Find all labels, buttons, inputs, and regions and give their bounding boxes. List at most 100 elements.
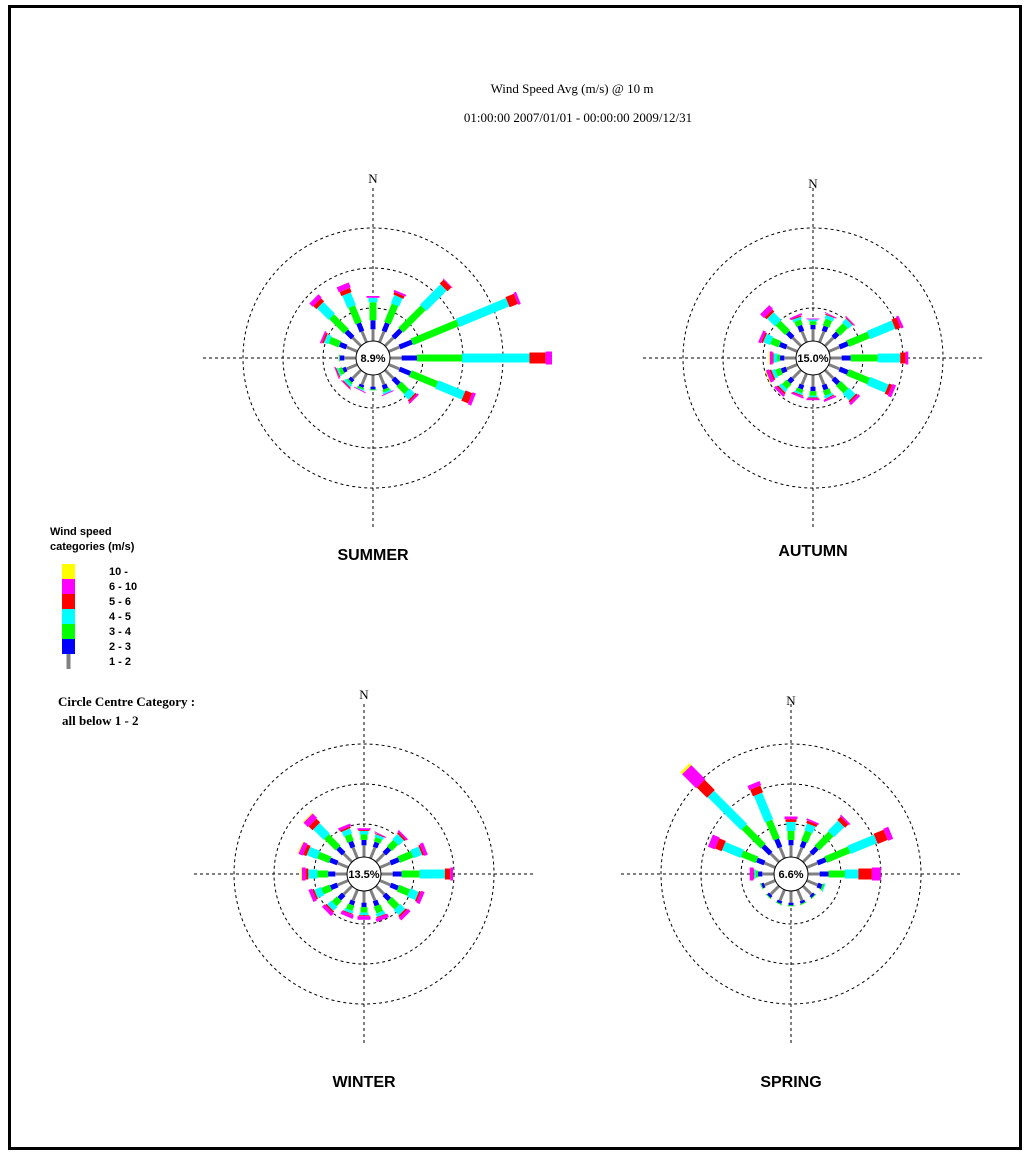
rose-segment	[407, 392, 417, 402]
rose-segment	[396, 381, 410, 395]
legend-swatch	[62, 624, 75, 639]
rose-segment	[806, 820, 818, 828]
legend-title-line1: Wind speed	[50, 526, 112, 538]
rose-segment	[397, 850, 414, 863]
rose-segment	[398, 908, 408, 918]
rose-segment	[778, 846, 786, 859]
rose-segment	[814, 831, 834, 851]
season-label: WINTER	[332, 1074, 396, 1091]
rose-segment	[799, 840, 807, 849]
rose-segment	[866, 320, 896, 340]
rose-segment	[329, 882, 339, 891]
rose-segment	[845, 317, 854, 326]
legend-swatch	[62, 609, 75, 624]
rose-segment	[455, 298, 510, 328]
rose-segment	[317, 851, 332, 864]
rose-segment	[439, 279, 452, 292]
wind-rose-summer: 8.9% N SUMMER	[203, 171, 552, 564]
rose-segment	[338, 341, 348, 350]
rose-segment	[336, 861, 349, 869]
rose-segment	[373, 836, 383, 844]
rose-segment	[384, 303, 399, 325]
legend-swatch	[62, 564, 75, 579]
rose-segment	[883, 826, 894, 841]
rose-segment	[799, 899, 806, 904]
rose-segment	[707, 790, 748, 831]
rose-segment	[778, 889, 786, 902]
rose-segment	[796, 889, 804, 902]
rose-segment	[884, 383, 893, 396]
rose-segment	[313, 298, 325, 310]
rose-segment	[324, 334, 332, 345]
rose-segment	[408, 370, 439, 388]
centre-percentage: 8.9%	[360, 353, 385, 365]
rose-segment	[369, 846, 377, 859]
rose-segment	[791, 336, 803, 348]
rose-segment	[827, 820, 845, 838]
rose-segment	[823, 395, 837, 402]
rose-segment	[373, 904, 384, 914]
rose-segment	[750, 785, 764, 797]
rose-segment	[396, 832, 406, 842]
rose-segment	[398, 366, 412, 376]
rose-segment	[848, 393, 858, 403]
rose-segment	[397, 830, 408, 841]
rose-segment	[801, 884, 813, 896]
rose-segment	[789, 313, 803, 320]
rose-segment	[391, 328, 403, 340]
rose-segment	[822, 318, 833, 328]
rose-segment	[467, 392, 476, 406]
rose-segment	[348, 376, 355, 383]
centre-circle	[773, 856, 809, 892]
rose-segment	[415, 890, 421, 902]
legend-label: 10 -	[109, 566, 128, 578]
rose-segment	[461, 390, 473, 404]
rose-segment	[410, 319, 460, 346]
rose-segment	[386, 839, 399, 852]
rose-segment	[374, 852, 386, 864]
rose-segment	[345, 363, 358, 371]
rose-segment	[847, 834, 878, 855]
rose-segment	[340, 910, 354, 919]
rose-segment	[407, 888, 419, 901]
rose-segment	[696, 779, 715, 798]
season-label: SPRING	[760, 1074, 821, 1091]
rose-segment	[329, 314, 349, 334]
rose-segment	[769, 884, 781, 896]
north-label: N	[359, 687, 369, 702]
rose-segment	[804, 823, 816, 834]
rose-segment	[820, 883, 825, 891]
rose-segment	[816, 857, 827, 866]
rose-segment	[715, 838, 726, 852]
grid-ring	[660, 743, 922, 1005]
rose-segment	[435, 380, 466, 400]
rose-segment	[800, 373, 808, 386]
rose-segment	[382, 387, 390, 393]
rose-segment	[386, 896, 400, 910]
rose-segment	[760, 305, 774, 319]
rose-segment	[791, 392, 804, 399]
centre-circle	[355, 340, 391, 376]
rose-segment	[342, 292, 356, 309]
rose-segment	[360, 373, 368, 386]
rose-segment	[388, 345, 401, 353]
rose-segment	[765, 369, 775, 383]
rose-segment	[375, 913, 389, 923]
rose-segment	[753, 792, 774, 823]
rose-segment	[410, 846, 423, 859]
rose-segment	[707, 834, 720, 850]
rose-segment	[769, 852, 781, 864]
rose-segment	[390, 294, 403, 307]
rose-segment	[344, 329, 355, 340]
rose-segment	[321, 332, 328, 344]
rose-segment	[396, 884, 411, 896]
rose-segment	[824, 314, 835, 322]
rose-segment	[336, 282, 351, 293]
rose-segment	[778, 383, 788, 393]
grid-ring	[700, 783, 882, 965]
rose-segment	[781, 379, 792, 390]
rose-segment	[393, 903, 406, 916]
rose-segment	[791, 368, 803, 380]
rose-segment	[740, 850, 759, 864]
rose-segment	[317, 302, 335, 320]
